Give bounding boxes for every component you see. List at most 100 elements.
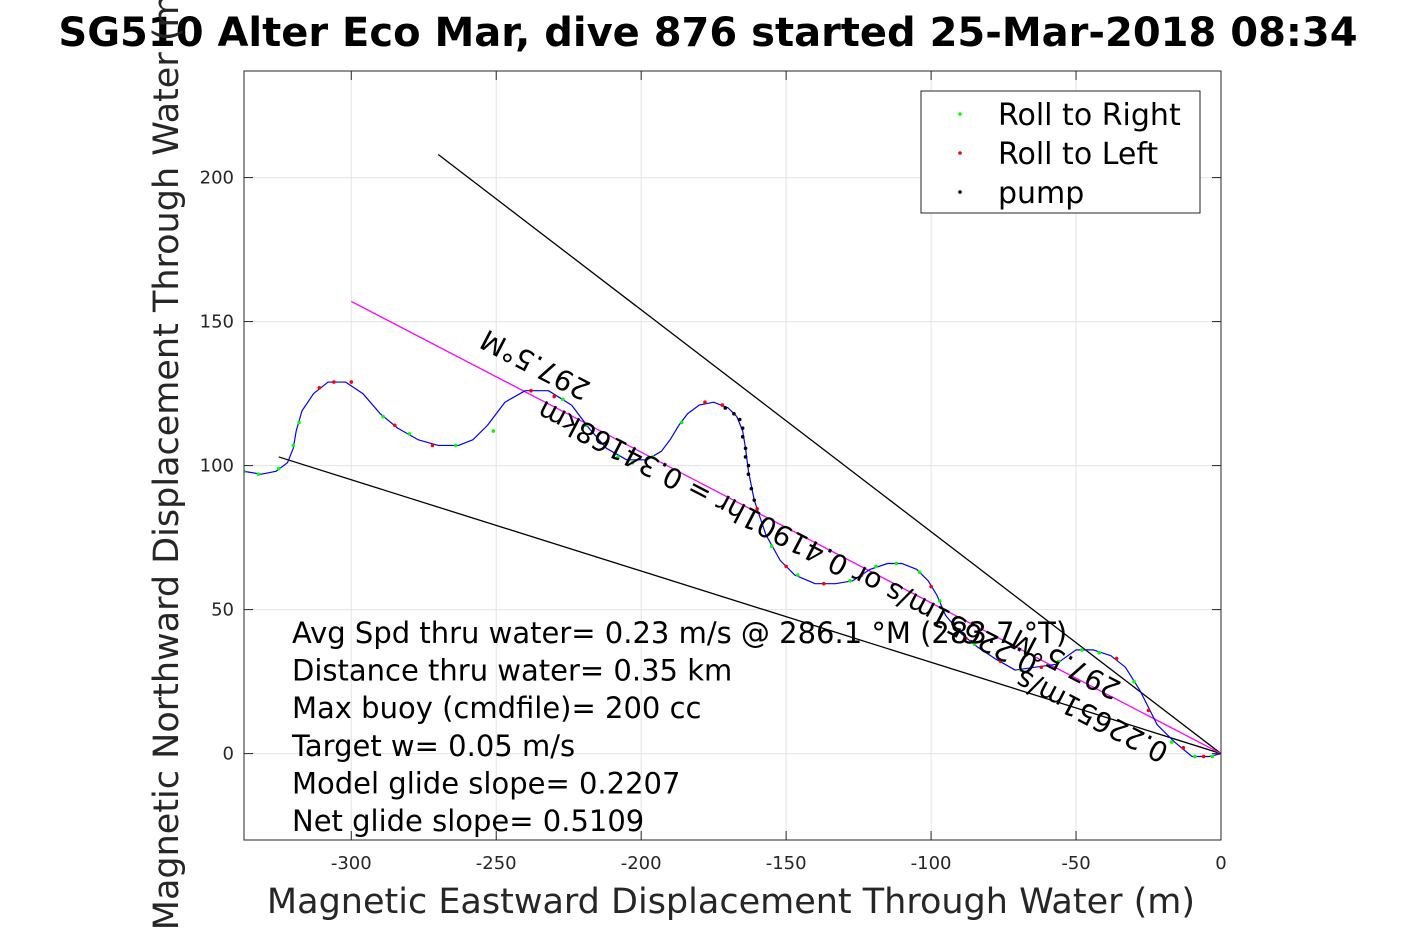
roll-left-point	[1201, 754, 1206, 759]
pump-point	[749, 486, 754, 491]
roll-right-point	[874, 564, 878, 569]
pump-point	[743, 455, 748, 459]
roll-right-point	[584, 423, 588, 428]
roll-right-point	[297, 420, 301, 425]
x-tick-label: -50	[1061, 853, 1090, 874]
x-tick-label: -100	[911, 853, 952, 874]
reference-lines	[278, 154, 1221, 755]
plot-frame	[243, 70, 1222, 841]
roll-right-point	[453, 443, 458, 448]
legend-marker	[958, 112, 962, 116]
legend-marker	[958, 151, 962, 155]
roll-left-point	[929, 584, 933, 589]
y-axis-label: Magnetic Northward Displacement Through …	[147, 0, 187, 930]
y-tick-label: 200	[200, 168, 234, 189]
roll-left-point	[859, 573, 864, 577]
roll-left-point	[755, 506, 759, 511]
roll-right-point	[291, 443, 296, 448]
track-layer	[244, 381, 1221, 758]
pump-point	[723, 406, 728, 410]
stat-line: Target w= 0.05 m/s	[291, 729, 575, 763]
roll-right-point	[407, 432, 412, 436]
heading-annotation: 297.5°M	[475, 323, 595, 407]
roll-left-point	[784, 564, 788, 569]
roll-left-point	[720, 403, 725, 407]
y-tick-label: 0	[223, 744, 234, 765]
pump-point	[740, 426, 745, 430]
roll-right-point	[1097, 650, 1102, 655]
roll-right-point	[1132, 679, 1136, 684]
legend-label: pump	[998, 176, 1084, 211]
pump-point	[743, 446, 748, 451]
roll-left-point	[1146, 708, 1151, 713]
roll-right-point	[1080, 648, 1084, 652]
roll-left-point	[822, 581, 826, 586]
x-tick-label: -150	[766, 853, 807, 874]
heading-line	[350, 300, 1221, 755]
y-tick-label: 100	[200, 456, 234, 477]
legend-label: Roll to Right	[998, 98, 1181, 133]
legend-box	[920, 90, 1201, 214]
pump-point	[746, 463, 751, 468]
roll-right-point	[848, 578, 852, 583]
y-tick-label: 50	[211, 600, 234, 621]
roll-right-point	[894, 561, 899, 566]
roll-right-point	[679, 420, 684, 425]
stat-line: Model glide slope= 0.2207	[292, 766, 680, 800]
roll-right-point	[1193, 754, 1197, 759]
roll-left-point	[430, 443, 435, 448]
roll-right-point	[972, 642, 977, 646]
marker-layer	[244, 380, 1215, 759]
roll-left-point	[317, 386, 322, 390]
x-tick-label: -200	[621, 853, 662, 874]
roll-right-point	[561, 397, 565, 402]
roll-right-point	[381, 414, 385, 419]
track-line	[244, 381, 1221, 758]
roll-left-point	[998, 659, 1003, 664]
pump-point	[746, 472, 751, 477]
pump-point	[732, 411, 736, 416]
roll-right-point	[937, 599, 942, 603]
roll-right-point	[616, 455, 620, 459]
roll-left-point	[552, 394, 557, 399]
roll-right-point	[650, 455, 655, 459]
roll-right-point	[1169, 740, 1174, 744]
roll-left-point	[332, 380, 336, 384]
roll-left-point	[529, 388, 533, 393]
y-tick-label: 150	[200, 312, 234, 333]
roll-left-point	[1039, 665, 1044, 669]
stat-line: Distance thru water= 0.35 km	[292, 654, 732, 688]
roll-left-point	[392, 423, 397, 428]
roll-left-point	[964, 636, 968, 641]
roll-left-point	[1114, 656, 1119, 661]
stats-block: Avg Spd thru water= 0.23 m/s @ 286.1 °M …	[291, 616, 1067, 838]
roll-right-point	[1019, 668, 1023, 672]
roll-right-point	[769, 544, 774, 549]
envelope-line	[278, 456, 1221, 755]
legend-marker	[958, 190, 962, 194]
axis-ticks: -300 -250 -200 -150 -100 -50 0 0 50 100 150 200	[200, 71, 1227, 874]
x-axis-label: Magnetic Eastward Displacement Through W…	[267, 882, 1195, 922]
roll-right-point	[256, 472, 261, 477]
roll-left-point	[1181, 746, 1186, 750]
roll-right-point	[1056, 659, 1061, 664]
x-tick-label: 0	[1215, 853, 1226, 874]
stat-line: Avg Spd thru water= 0.23 m/s @ 286.1 °M …	[292, 616, 1067, 650]
roll-right-point	[630, 460, 635, 465]
legend: Roll to Right Roll to Left pump	[920, 90, 1201, 214]
roll-right-point	[1210, 754, 1215, 759]
stat-line: Max buoy (cmdfile)= 200 cc	[292, 691, 701, 725]
roll-right-point	[276, 466, 281, 471]
x-tick-label: -250	[476, 853, 517, 874]
roll-right-point	[917, 570, 922, 574]
pump-point	[740, 434, 745, 439]
stat-line: Net glide slope= 0.5109	[292, 804, 644, 838]
roll-left-point	[703, 400, 707, 405]
roll-right-point	[491, 429, 496, 433]
pump-point	[752, 498, 757, 502]
roll-left-point	[349, 380, 354, 384]
chart-title: SG510 Alter Eco Mar, dive 876 started 25…	[58, 10, 1357, 56]
legend-label: Roll to Left	[998, 137, 1158, 172]
roll-right-point	[795, 573, 800, 577]
